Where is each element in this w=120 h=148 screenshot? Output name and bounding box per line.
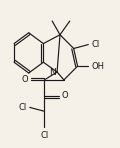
Text: O: O [21, 75, 28, 84]
Text: OH: OH [91, 62, 104, 71]
Text: Cl: Cl [91, 40, 99, 49]
Text: Cl: Cl [18, 103, 27, 112]
Text: N: N [49, 67, 56, 77]
Text: Cl: Cl [40, 131, 48, 140]
Text: O: O [62, 91, 69, 100]
